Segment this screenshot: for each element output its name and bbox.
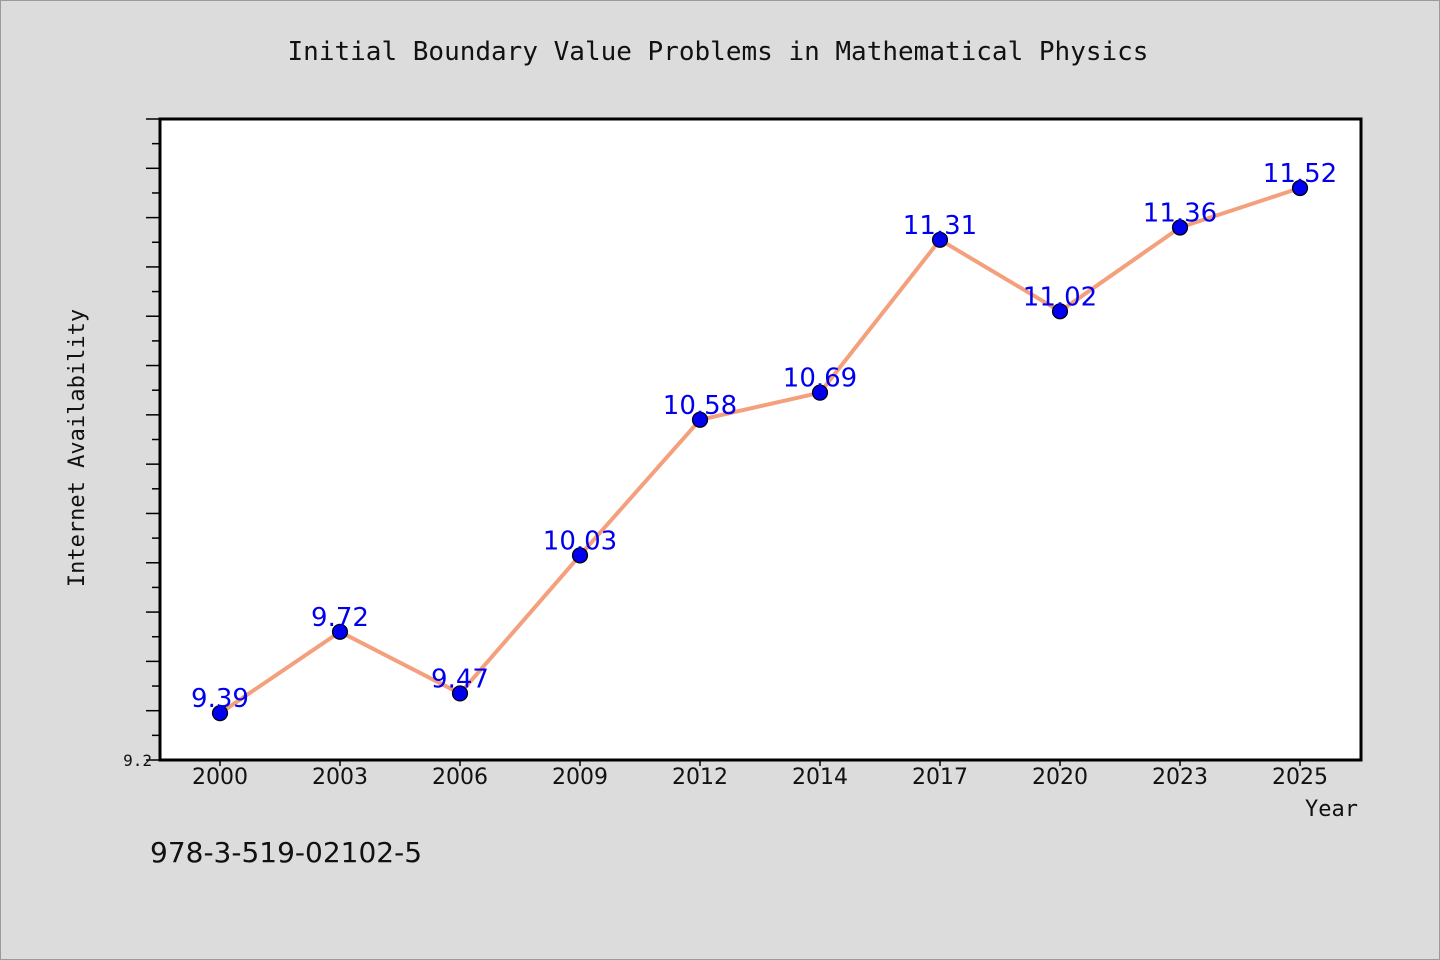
x-tick-label: 2017 <box>912 765 968 790</box>
data-point <box>331 623 349 640</box>
data-point <box>1051 303 1069 320</box>
x-tick-label: 2006 <box>432 765 488 790</box>
y-axis-label: Internet Availability <box>65 309 90 587</box>
data-point <box>811 384 829 401</box>
series-layer: 9.39 9.72 9.47 10.03 10.58 10.69 11.31 11.02 11.… <box>191 159 1337 722</box>
plot-area <box>158 117 1363 762</box>
data-point <box>451 685 469 702</box>
x-tick-label: 2012 <box>672 765 728 790</box>
data-label: 11.31 <box>903 211 977 241</box>
data-label: 10.69 <box>783 364 857 394</box>
data-label: 9.72 <box>311 603 369 633</box>
data-label: 10.03 <box>543 526 617 556</box>
x-axis-label: Year <box>1305 797 1358 822</box>
data-point <box>691 411 709 428</box>
isbn-text: 978-3-519-02102-5 <box>150 836 422 869</box>
chart-title: Initial Boundary Value Problems in Mathe… <box>288 37 1149 67</box>
x-tick-label: 2020 <box>1032 765 1088 790</box>
y-tick-label: 9.2 <box>123 751 152 770</box>
data-label: 11.36 <box>1143 198 1217 228</box>
data-label: 9.39 <box>191 684 249 714</box>
data-point <box>571 547 589 564</box>
data-point <box>1291 179 1309 197</box>
data-label: 9.47 <box>431 664 489 694</box>
data-point <box>211 705 229 722</box>
x-tick-label: 2014 <box>792 765 848 790</box>
data-label: 11.52 <box>1263 159 1337 189</box>
data-point <box>1171 219 1189 236</box>
series-line <box>218 186 1301 715</box>
data-label: 10.58 <box>663 391 737 421</box>
y-axis-ticks: 9.2 <box>123 118 160 770</box>
x-tick-label: 2025 <box>1272 765 1328 790</box>
x-tick-label: 2003 <box>312 765 368 790</box>
data-point <box>931 231 949 248</box>
x-axis-ticks: 2000 2003 2006 2009 2012 2014 2017 2020 2023 2025 <box>192 760 1328 790</box>
data-label: 11.02 <box>1023 282 1097 312</box>
x-tick-label: 2009 <box>552 765 608 790</box>
x-tick-label: 2023 <box>1152 765 1208 790</box>
x-tick-label: 2000 <box>192 765 248 790</box>
